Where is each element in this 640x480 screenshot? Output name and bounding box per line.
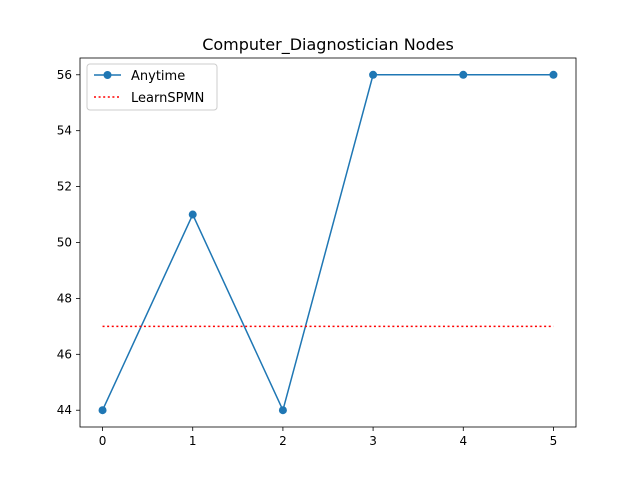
legend-label-anytime: Anytime: [131, 69, 185, 84]
data-point-anytime: [549, 70, 558, 79]
y-tick-label: 46: [57, 347, 72, 361]
legend-label-learnspmn: LearnSPMN: [131, 91, 204, 106]
x-tick-label: 0: [99, 434, 107, 448]
y-tick-label: 52: [57, 180, 72, 194]
data-point-anytime: [459, 70, 468, 79]
legend-marker-anytime: [103, 71, 112, 79]
axis-ticks: 0 1 2 3 4 5 44 46 48 50 52 54 56: [57, 68, 558, 448]
y-tick-label: 56: [57, 68, 72, 82]
legend: Anytime LearnSPMN: [86, 63, 218, 111]
y-tick-label: 50: [57, 236, 72, 250]
data-point-anytime: [98, 406, 107, 415]
data-point-anytime: [369, 70, 378, 79]
x-tick-label: 5: [550, 434, 558, 448]
x-tick-label: 4: [459, 434, 467, 448]
data-point-anytime: [278, 406, 287, 415]
data-point-anytime: [188, 210, 197, 219]
x-tick-label: 2: [279, 434, 287, 448]
x-tick-label: 3: [369, 434, 377, 448]
y-tick-label: 44: [57, 403, 72, 417]
chart-title: Computer_Diagnostician Nodes: [202, 35, 454, 55]
y-tick-label: 54: [57, 124, 72, 138]
y-tick-label: 48: [57, 291, 72, 305]
x-tick-label: 1: [189, 434, 197, 448]
series-layer: [98, 70, 558, 415]
series-line-anytime: [101, 74, 554, 413]
